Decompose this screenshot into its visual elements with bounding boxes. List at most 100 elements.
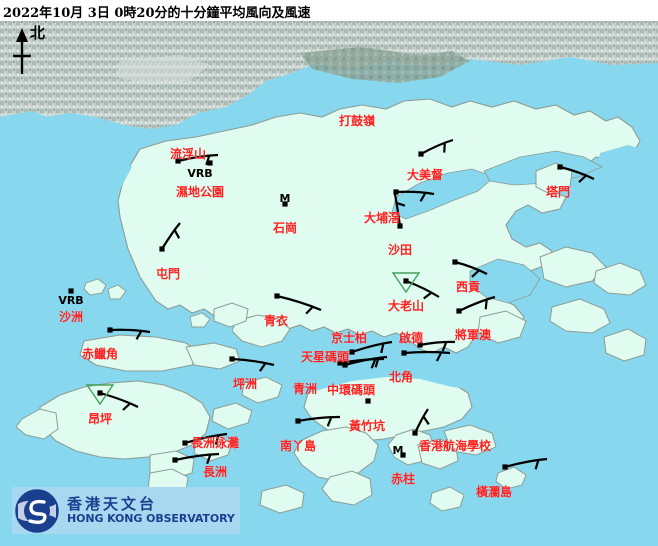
station-label: 北角: [388, 370, 414, 384]
wind-barb-shaft: [99, 391, 139, 408]
station-label: 沙田: [387, 243, 413, 257]
station-label: 濕地公園: [175, 185, 225, 199]
hko-logo: 香港天文台 HONG KONG OBSERVATORY: [12, 487, 240, 534]
victoria-harbour: [300, 369, 472, 395]
station-marker[interactable]: [172, 457, 178, 463]
station-marker[interactable]: [337, 360, 343, 366]
wind-barb-feather: [326, 417, 333, 427]
mirs-bay-inlet: [598, 145, 652, 175]
wind-barb-shaft: [174, 452, 220, 462]
station-marker[interactable]: [159, 246, 165, 252]
station-label: 青洲: [292, 382, 318, 396]
compass-label: 北: [30, 24, 46, 42]
station-marker[interactable]: [342, 362, 348, 368]
hko-logo-text: 香港天文台 HONG KONG OBSERVATORY: [67, 494, 235, 524]
north-arrow-icon: [13, 28, 31, 74]
wind-barb-layer: [68, 138, 595, 470]
station-label: 赤鱲角: [81, 347, 119, 361]
station-label: 塔門: [545, 185, 571, 199]
wind-barb-feather: [259, 363, 266, 372]
wind-barb-feather: [173, 229, 181, 239]
wind-barb-shaft: [297, 415, 341, 423]
station-marker[interactable]: [403, 278, 409, 284]
urmston-road: [0, 197, 100, 267]
wind-barb-feather: [214, 435, 220, 445]
calm-wind-tag: M: [279, 192, 291, 205]
page-title: 2022年10月 3日 0時20分的十分鐘平均風向及風速: [3, 6, 311, 21]
mainland-landmass: [0, 21, 658, 131]
station-label: 屯門: [155, 267, 181, 281]
wind-barb-feather: [122, 403, 131, 411]
wind-barb-shaft: [420, 138, 454, 155]
sha-chau-islet: [83, 278, 107, 296]
wind-barb-shaft: [231, 357, 275, 367]
station-label: 大老山: [387, 299, 425, 313]
wind-barb-feather: [484, 300, 488, 310]
port-shelter: [469, 258, 541, 304]
shenzhen-bay-water: [0, 111, 56, 137]
station-marker[interactable]: [68, 288, 74, 294]
station-marker[interactable]: [401, 350, 407, 356]
station-marker[interactable]: [282, 201, 288, 207]
station-marker[interactable]: [397, 223, 403, 229]
station-marker[interactable]: [452, 259, 458, 265]
station-marker[interactable]: [107, 327, 113, 333]
station-label: 長洲泳灘: [190, 436, 240, 450]
station-label: 南丫島: [279, 439, 317, 453]
wind-barb-feather: [441, 342, 448, 352]
station-label: 大美督: [406, 168, 444, 182]
station-label: 赤柱: [390, 472, 416, 486]
wind-barb-shaft: [161, 222, 181, 250]
wind-barb-shaft: [403, 350, 451, 355]
station-label: 西貢: [455, 280, 481, 294]
wind-barb-shaft: [419, 340, 456, 347]
station-marker[interactable]: [182, 440, 188, 446]
station-marker[interactable]: [229, 356, 235, 362]
wind-barb-shaft: [351, 340, 393, 354]
dhek-lap-sub: [417, 438, 459, 470]
variable-wind-tag: VRB: [58, 294, 84, 307]
station-marker[interactable]: [349, 349, 355, 355]
south-islet-a: [259, 484, 305, 514]
station-marker[interactable]: [502, 464, 508, 470]
wind-barb-shaft: [395, 190, 435, 196]
sai-kung-island-d: [603, 328, 647, 362]
station-marker[interactable]: [207, 160, 213, 166]
station-marker[interactable]: [274, 293, 280, 299]
station-marker[interactable]: [400, 452, 406, 458]
sai-kung-island-c: [549, 298, 611, 334]
wind-barb-shaft: [276, 294, 322, 312]
title-bar: 2022年10月 3日 0時20分的十分鐘平均風向及風速: [0, 0, 658, 21]
wind-barb-feather: [135, 331, 142, 340]
high-ground-triangle-icon: [85, 384, 115, 406]
wind-barb-feather: [374, 358, 380, 368]
lantau-west-tip: [15, 408, 59, 440]
station-marker[interactable]: [418, 151, 424, 157]
station-marker[interactable]: [412, 430, 418, 436]
calm-wind-tag: M: [392, 444, 404, 457]
station-label: 長洲: [202, 465, 228, 479]
wind-barb-shaft: [184, 432, 228, 445]
station-marker[interactable]: [175, 158, 181, 164]
station-marker[interactable]: [557, 164, 563, 170]
clearwater-bay-head: [477, 310, 527, 344]
station-marker[interactable]: [295, 418, 301, 424]
hko-logo-zh: 香港天文台: [67, 494, 158, 513]
station-marker[interactable]: [97, 390, 103, 396]
wind-barb-feather: [435, 352, 442, 362]
wind-barb-feather: [443, 143, 446, 153]
station-marker[interactable]: [417, 342, 423, 348]
map-canvas[interactable]: [0, 21, 658, 546]
station-marker[interactable]: [393, 189, 399, 195]
high-ground-triangle-icon: [391, 272, 421, 294]
wind-barb-feather: [380, 343, 385, 354]
wind-barb-feather: [396, 201, 406, 207]
station-label: 大埔滘: [363, 211, 401, 225]
station-marker[interactable]: [365, 398, 371, 404]
peng-chau-island: [241, 376, 283, 404]
mainland-urban: [116, 55, 210, 85]
station-marker[interactable]: [456, 308, 462, 314]
station-label: 中環碼頭: [326, 383, 376, 397]
wind-barb-shaft: [458, 295, 496, 312]
